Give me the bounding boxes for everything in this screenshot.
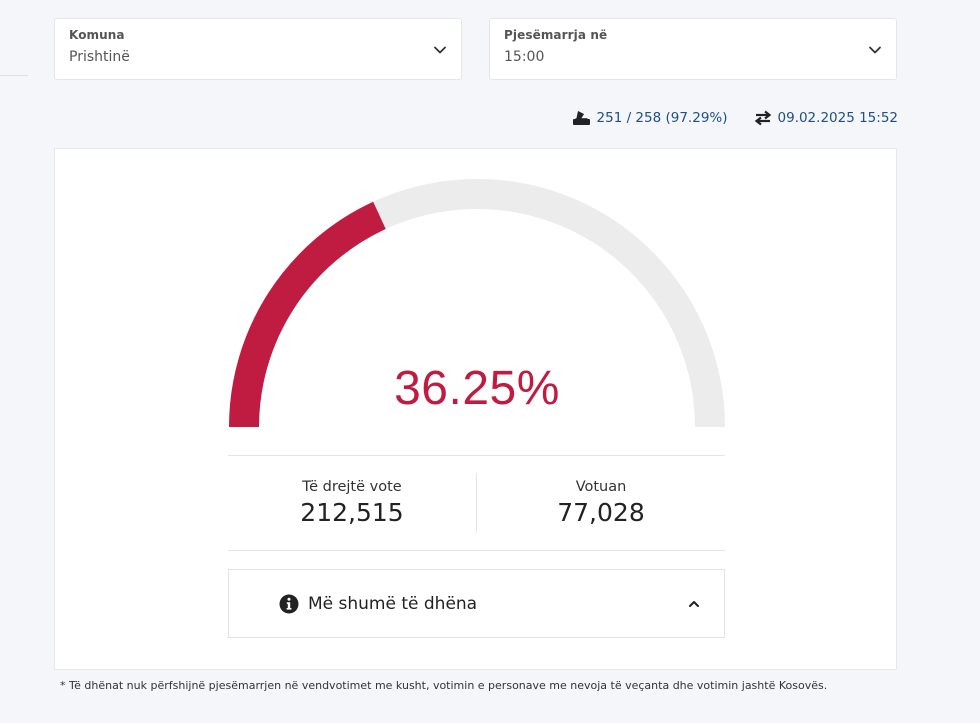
pjesemarrja-select-value: 15:00 [504,49,545,65]
voted-label: Votuan [575,479,627,495]
komuna-select-value: Prishtinë [69,49,130,65]
ballot-box-icon [572,111,590,125]
stations-reported: 251 / 258 (97.29%) [572,110,728,126]
more-data-toggle[interactable]: Më shumë të dhëna [228,569,725,638]
exchange-arrows-icon [754,110,771,126]
turnout-stats: Të drejtë vote 212,515 Votuan 77,028 [228,455,725,551]
voted-stat: Votuan 77,028 [476,473,725,533]
left-divider [0,75,28,76]
turnout-card: 36.25% Të drejtë vote 212,515 Votuan 77,… [54,148,897,670]
turnout-percent: 36.25% [394,362,560,415]
gauge-fill [229,201,386,428]
chevron-down-icon[interactable] [433,43,447,57]
chevron-down-icon[interactable] [868,43,882,57]
eligible-voters-value: 212,515 [300,498,404,527]
komuna-select[interactable]: Komuna Prishtinë [54,18,462,80]
turnout-gauge [229,179,725,428]
voted-value: 77,028 [557,498,645,527]
pjesemarrja-select-label: Pjesëmarrja në [504,28,608,42]
last-updated: 09.02.2025 15:52 [754,110,899,126]
info-icon [279,594,299,613]
komuna-select-label: Komuna [69,28,125,42]
footnote: * Të dhënat nuk përfshijnë pjesëmarrjen … [60,679,828,692]
pjesemarrja-select[interactable]: Pjesëmarrja në 15:00 [489,18,897,80]
more-data-label: Më shumë të dhëna [308,593,478,614]
meta-row: 251 / 258 (97.29%) 09.02.2025 15:52 [572,108,898,128]
eligible-voters-stat: Të drejtë vote 212,515 [228,456,476,550]
chevron-up-icon[interactable] [688,598,700,610]
stations-reported-text: 251 / 258 (97.29%) [596,110,728,126]
last-updated-text: 09.02.2025 15:52 [777,110,899,126]
eligible-voters-label: Të drejtë vote [302,479,402,495]
